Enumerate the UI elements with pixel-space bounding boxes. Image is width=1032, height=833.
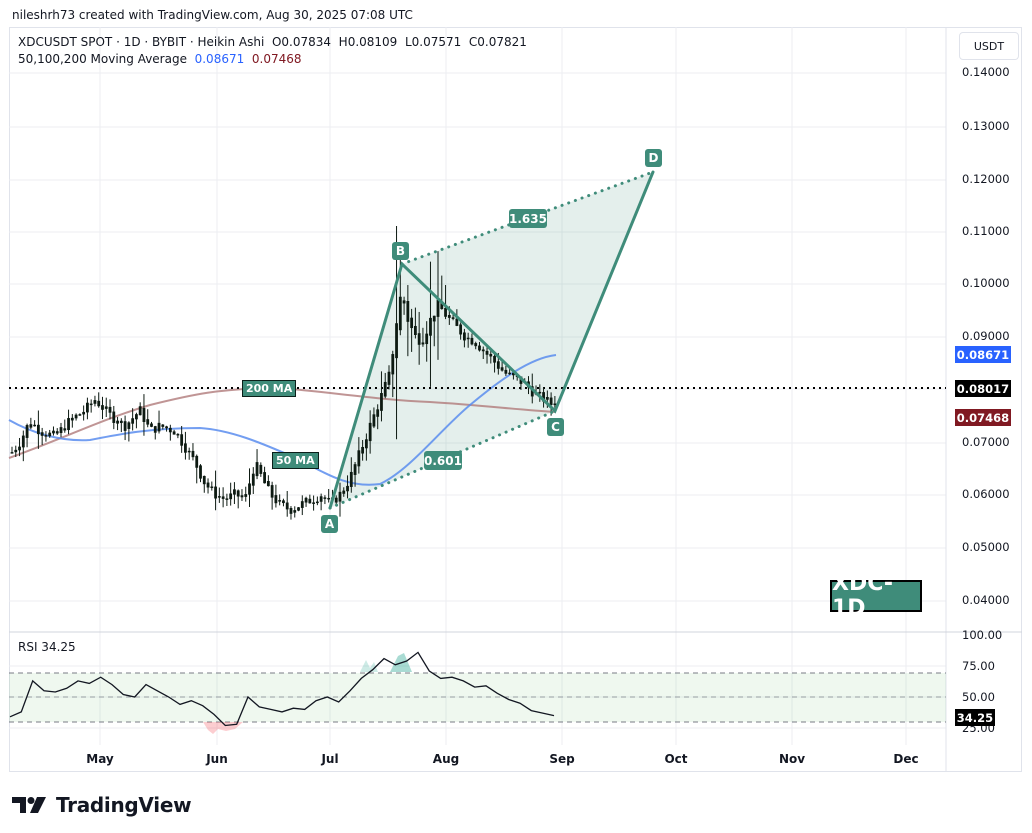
- time-axis-label: Aug: [432, 752, 460, 766]
- pattern-point-a: A: [321, 515, 338, 533]
- attribution-text: nileshrh73 created with TradingView.com,…: [12, 8, 413, 22]
- symbol-watermark: XDC-1D: [830, 571, 922, 621]
- time-axis-label: Dec: [893, 752, 919, 766]
- chart-frame[interactable]: [9, 27, 1022, 772]
- tradingview-logo-text: TradingView: [56, 793, 192, 817]
- symbol-info[interactable]: XDCUSDT SPOT · 1D · BYBIT · Heikin Ashi: [18, 35, 265, 49]
- price-axis-label: 0.07000: [962, 435, 1010, 449]
- ma-indicator-label[interactable]: 50,100,200 Moving Average: [18, 52, 187, 66]
- price-axis-label: 0.12000: [962, 172, 1010, 186]
- ohlc-close: C0.07821: [468, 35, 527, 49]
- rsi-value-badge: 34.25: [955, 709, 995, 726]
- ohlc-high: H0.08109: [338, 35, 398, 49]
- ma50-price-badge: 0.08671: [955, 346, 1011, 363]
- price-axis-label: 0.04000: [962, 593, 1010, 607]
- ma200-tag: 200 MA: [242, 380, 297, 397]
- time-axis-label: Jun: [206, 752, 228, 766]
- tradingview-logo[interactable]: TradingView: [12, 793, 192, 817]
- pattern-point-b: B: [392, 242, 409, 260]
- price-axis-label: 0.05000: [962, 540, 1010, 554]
- chart-legend: XDCUSDT SPOT · 1D · BYBIT · Heikin Ashi …: [18, 34, 527, 68]
- pattern-point-d: D: [645, 149, 662, 167]
- last-price-badge: 0.08017: [955, 380, 1011, 397]
- price-axis-label: 0.10000: [962, 276, 1010, 290]
- time-axis-label: Oct: [664, 752, 688, 766]
- rsi-title[interactable]: RSI 34.25: [18, 640, 76, 654]
- ratio-label-1635: 1.635: [509, 209, 547, 228]
- ratio-label-0601: 0.601: [424, 451, 462, 470]
- price-axis-label: 0.14000: [962, 65, 1010, 79]
- rsi-axis-75: 75.00: [962, 659, 995, 673]
- time-axis-label: Nov: [778, 752, 806, 766]
- price-axis-label: 0.09000: [962, 329, 1010, 343]
- harmonic-pattern: [330, 172, 653, 508]
- price-axis-label: 0.06000: [962, 487, 1010, 501]
- rsi-line: [9, 651, 555, 727]
- rsi-axis-100: 100.00: [962, 628, 1003, 642]
- ma200-value: 0.07468: [251, 52, 302, 66]
- price-axis-label: 0.13000: [962, 119, 1010, 133]
- time-axis-label: May: [86, 752, 114, 766]
- ma50-tag: 50 MA: [272, 452, 319, 469]
- rsi-axis-50: 50.00: [962, 690, 995, 704]
- time-axis-label: Jul: [321, 752, 339, 766]
- ma200-price-badge: 0.07468: [955, 409, 1011, 426]
- pattern-point-c: C: [547, 418, 564, 436]
- time-axis-label: Sep: [549, 752, 575, 766]
- price-axis-label: 0.11000: [962, 224, 1010, 238]
- tradingview-logo-icon: [12, 797, 46, 813]
- ma50-value: 0.08671: [194, 52, 245, 66]
- vertical-gridlines: [99, 27, 907, 745]
- currency-button[interactable]: USDT: [959, 32, 1019, 60]
- ohlc-low: L0.07571: [404, 35, 462, 49]
- ohlc-open: O0.07834: [271, 35, 332, 49]
